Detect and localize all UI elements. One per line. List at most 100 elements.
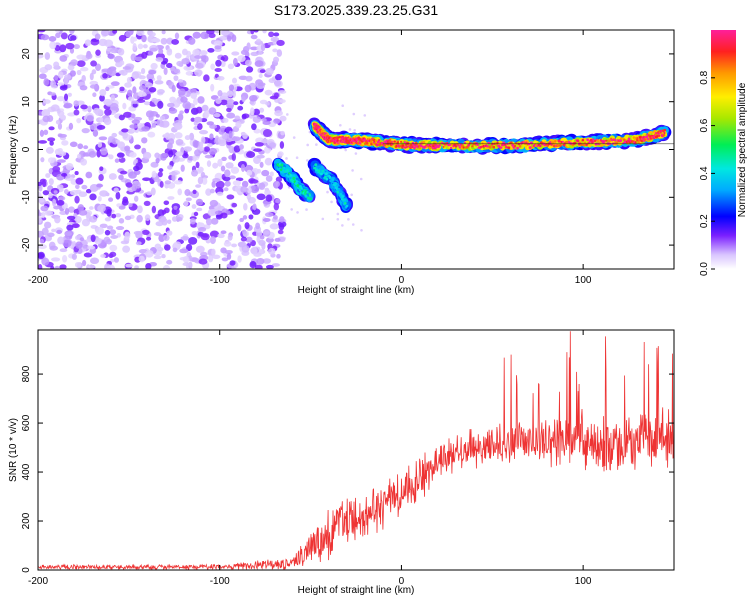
noise-blob: [191, 169, 199, 177]
noise-blob: [73, 109, 80, 116]
noise-blob: [273, 215, 278, 220]
noise-blob: [273, 56, 280, 63]
spectrogram-ytick-label: 0: [21, 146, 32, 152]
noise-blob: [56, 95, 65, 102]
noise-blob: [228, 175, 236, 180]
noise-blob: [227, 63, 235, 70]
noise-blob: [197, 226, 207, 232]
noise-blob: [252, 116, 262, 123]
noise-blob: [151, 205, 157, 214]
noise-blob: [250, 185, 260, 194]
noise-blob: [145, 110, 154, 118]
signal-track-mark: [586, 138, 590, 142]
noise-blob: [59, 264, 67, 269]
signal-track-mark: [336, 190, 340, 194]
signal-track-mark: [538, 144, 542, 148]
noise-blob: [209, 133, 214, 140]
noise-blob: [181, 48, 188, 56]
noise-blob: [195, 198, 204, 206]
noise-blob: [207, 48, 215, 53]
noise-blob: [259, 107, 265, 113]
noise-blob: [149, 44, 159, 52]
noise-blob: [214, 45, 222, 50]
noise-blob: [218, 139, 227, 147]
noise-blob: [253, 148, 263, 152]
noise-blob: [64, 207, 70, 215]
noise-blob: [226, 35, 232, 42]
noise-blob: [92, 129, 99, 137]
snr-frame: [37, 329, 675, 571]
noise-blob: [185, 197, 192, 202]
noise-blob: [188, 237, 198, 245]
noise-blob: [38, 181, 43, 186]
signal-track-mark: [339, 192, 343, 196]
noise-blob: [171, 39, 180, 45]
noise-blob: [145, 262, 152, 269]
noise-blob: [88, 215, 98, 223]
noise-blob: [55, 119, 61, 125]
noise-blob: [144, 82, 153, 88]
noise-blob: [189, 217, 196, 225]
snr-ytick-label: 200: [21, 512, 32, 529]
noise-blob: [69, 30, 75, 34]
noise-blob: [141, 34, 147, 43]
noise-blob: [321, 217, 325, 221]
signal-track-mark: [369, 139, 373, 143]
noise-blob: [43, 221, 52, 229]
noise-blob: [264, 189, 271, 196]
signal-track-mark: [505, 145, 508, 149]
noise-blob: [273, 92, 279, 99]
noise-blob: [210, 83, 215, 92]
noise-blob: [103, 98, 113, 106]
noise-blob: [226, 107, 232, 113]
noise-blob: [219, 35, 228, 41]
noise-blob: [63, 77, 69, 86]
noise-blob: [137, 91, 147, 98]
noise-blob: [237, 55, 246, 62]
noise-blob: [40, 34, 50, 41]
signal-track-mark: [552, 144, 556, 148]
noise-blob: [57, 133, 67, 138]
noise-blob: [59, 114, 66, 120]
noise-blob: [49, 41, 57, 50]
noise-blob: [263, 230, 270, 235]
noise-blob: [58, 196, 66, 201]
noise-blob: [172, 247, 178, 253]
noise-blob: [99, 190, 109, 197]
signal-track-mark: [531, 146, 534, 149]
noise-blob: [82, 245, 88, 249]
noise-blob: [259, 161, 264, 168]
noise-blob: [66, 215, 76, 220]
noise-blob: [226, 112, 236, 119]
signal-track-mark: [306, 190, 309, 194]
noise-blob: [315, 143, 318, 146]
noise-blob: [99, 166, 104, 172]
noise-blob: [218, 128, 225, 135]
noise-blob: [292, 136, 296, 139]
noise-blob: [38, 216, 42, 224]
snr-ytick-label: 0: [21, 567, 32, 573]
noise-blob: [47, 157, 55, 164]
noise-blob: [53, 205, 61, 210]
noise-blob: [179, 248, 189, 254]
noise-blob: [109, 102, 119, 111]
noise-blob: [105, 238, 112, 245]
noise-blob: [113, 187, 119, 193]
signal-track-mark: [316, 168, 319, 171]
noise-blob: [351, 169, 354, 172]
noise-blob: [59, 55, 68, 62]
noise-blob: [69, 189, 79, 196]
noise-blob: [48, 126, 55, 131]
noise-blob: [223, 187, 229, 192]
noise-blob: [242, 215, 248, 220]
signal-track-mark: [400, 140, 403, 143]
signal-track-mark: [638, 135, 642, 139]
noise-blob: [153, 177, 160, 183]
signal-track-mark: [513, 144, 517, 148]
noise-blob: [279, 141, 285, 149]
noise-blob: [210, 63, 215, 70]
noise-blob: [59, 85, 68, 91]
noise-blob: [151, 97, 158, 103]
snr-panel: -200 -100 0 100 0 200 400 600 800 Height of stra…: [8, 329, 675, 596]
